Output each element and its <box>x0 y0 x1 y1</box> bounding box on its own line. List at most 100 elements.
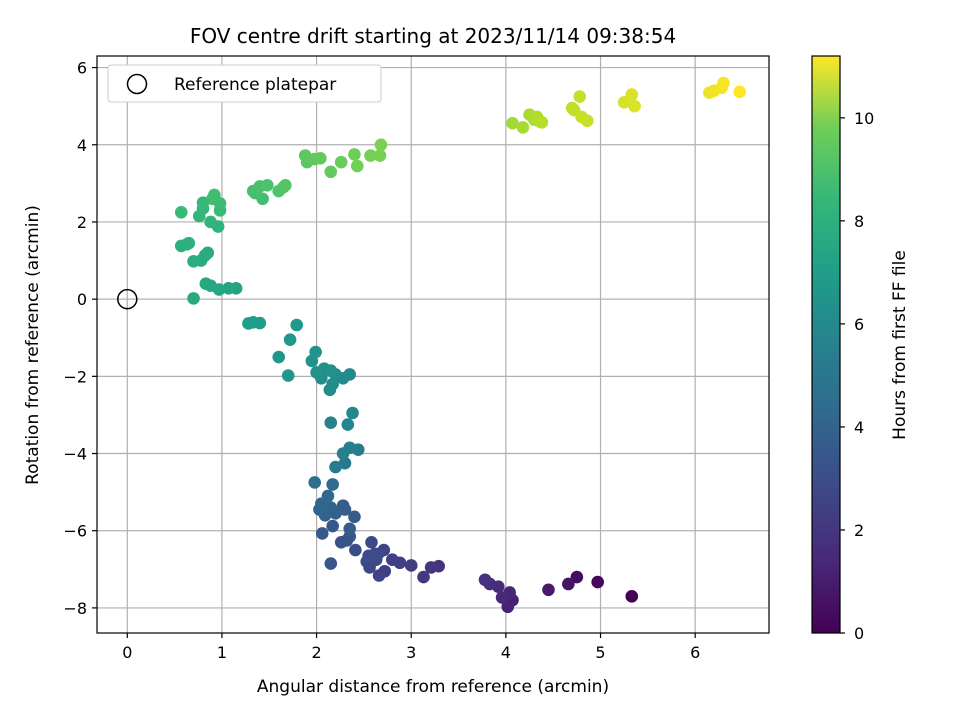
data-point <box>222 282 235 295</box>
y-axis-ticks: −8 −6 −4 −2 0 2 4 6 <box>63 59 97 618</box>
colorbar-gradient <box>811 55 841 634</box>
colorbar-label: Hours from first FF file <box>890 250 910 440</box>
y-tick-label: 6 <box>77 59 87 78</box>
data-point <box>338 456 352 470</box>
data-point <box>242 317 255 330</box>
x-tick-label: 5 <box>595 643 605 662</box>
data-point <box>334 155 348 169</box>
data-point <box>336 447 350 460</box>
data-point <box>261 178 274 192</box>
x-tick-label: 4 <box>501 643 511 662</box>
data-point <box>371 547 385 561</box>
data-point <box>349 543 362 557</box>
data-point <box>348 148 361 161</box>
data-point <box>374 138 388 152</box>
x-tick-label: 1 <box>217 643 227 662</box>
data-point <box>362 549 375 563</box>
data-point <box>174 206 188 219</box>
data-point <box>341 418 355 431</box>
y-tick-label: −6 <box>63 522 87 541</box>
data-point <box>343 522 357 536</box>
data-point <box>187 292 200 305</box>
colorbar-tick-label: 2 <box>854 521 864 540</box>
data-point <box>365 536 378 549</box>
y-tick-label: 0 <box>77 290 87 309</box>
data-point <box>495 591 509 604</box>
data-point <box>424 561 438 574</box>
data-point <box>580 114 594 128</box>
data-point <box>625 88 639 101</box>
x-tick-label: 2 <box>311 643 321 662</box>
data-point <box>372 569 386 582</box>
data-point <box>308 476 321 489</box>
y-tick-label: −8 <box>63 599 87 618</box>
y-tick-label: 4 <box>77 136 87 155</box>
colorbar-tick-label: 0 <box>854 624 864 643</box>
colorbar-tick-label: 6 <box>854 315 864 334</box>
data-point <box>733 85 746 99</box>
data-point <box>326 377 339 391</box>
data-point <box>310 366 323 379</box>
data-point <box>535 116 549 129</box>
chart-title: FOV centre drift starting at 2023/11/14 … <box>190 24 676 48</box>
data-point <box>717 76 730 90</box>
data-point <box>272 350 286 364</box>
data-point <box>196 196 210 209</box>
data-point <box>373 149 387 162</box>
data-point <box>324 557 338 570</box>
data-point <box>386 553 399 566</box>
x-axis-label: Angular distance from reference (arcmin) <box>257 677 609 697</box>
data-point <box>283 333 297 346</box>
reference-marker <box>117 288 138 310</box>
data-point <box>348 510 361 524</box>
data-point <box>573 90 587 103</box>
legend-box <box>107 64 382 103</box>
x-axis-ticks: 0 1 2 3 4 5 6 <box>122 633 700 662</box>
data-point <box>324 416 338 429</box>
legend: Reference platepar <box>107 64 382 103</box>
data-point <box>570 570 584 584</box>
y-tick-label: −4 <box>63 445 87 464</box>
data-point <box>326 519 339 533</box>
data-point <box>617 96 631 109</box>
legend-marker <box>126 73 148 95</box>
data-point <box>562 577 575 591</box>
data-point <box>364 149 377 162</box>
data-point <box>281 369 295 382</box>
data-point <box>501 600 515 614</box>
data-point <box>187 255 200 268</box>
data-point <box>404 559 418 572</box>
data-point <box>314 151 327 165</box>
data-point <box>542 583 555 597</box>
x-tick-label: 6 <box>690 643 700 662</box>
data-point <box>350 159 364 173</box>
data-point <box>315 527 329 540</box>
reference-marker-group <box>117 288 138 310</box>
x-tick-label: 3 <box>406 643 416 662</box>
x-tick-label: 0 <box>122 643 132 662</box>
data-point <box>625 590 639 603</box>
data-point <box>417 570 430 584</box>
data-point <box>516 121 530 134</box>
data-point <box>506 116 519 130</box>
grid <box>97 56 769 633</box>
colorbar-tick-label: 10 <box>854 109 874 128</box>
data-point <box>591 575 604 589</box>
data-point <box>628 99 641 113</box>
data-point <box>208 188 221 202</box>
y-tick-label: 2 <box>77 213 87 232</box>
colorbar: 0 2 4 6 8 10 Hours from first FF file <box>811 55 910 643</box>
data-point <box>199 277 213 291</box>
data-point <box>290 318 304 332</box>
data-point <box>204 215 217 229</box>
data-point <box>298 149 312 162</box>
y-tick-label: −2 <box>63 367 87 386</box>
data-point <box>321 489 335 503</box>
data-point <box>309 345 322 359</box>
data-point <box>279 178 292 192</box>
data-point <box>326 478 339 491</box>
plot-frame <box>96 55 770 634</box>
data-point <box>346 406 359 420</box>
